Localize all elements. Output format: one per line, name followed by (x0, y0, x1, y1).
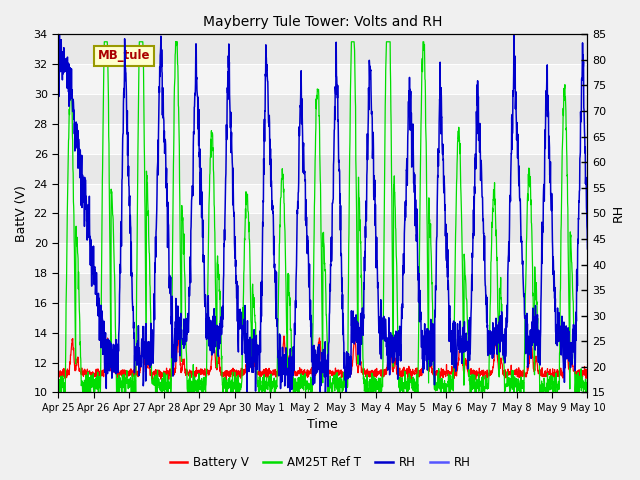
Bar (58, 303, 588, 333)
Text: MB_tule: MB_tule (98, 49, 150, 62)
Legend: Battery V, AM25T Ref T, RH, RH: Battery V, AM25T Ref T, RH, RH (165, 452, 475, 474)
Title: Mayberry Tule Tower: Volts and RH: Mayberry Tule Tower: Volts and RH (203, 15, 442, 29)
Bar (58, 124, 588, 154)
Bar (58, 183, 588, 214)
Y-axis label: RH: RH (612, 204, 625, 222)
Bar (58, 243, 588, 273)
Bar (58, 362, 588, 393)
X-axis label: Time: Time (307, 419, 338, 432)
Y-axis label: BattV (V): BattV (V) (15, 185, 28, 242)
Bar (58, 64, 588, 94)
